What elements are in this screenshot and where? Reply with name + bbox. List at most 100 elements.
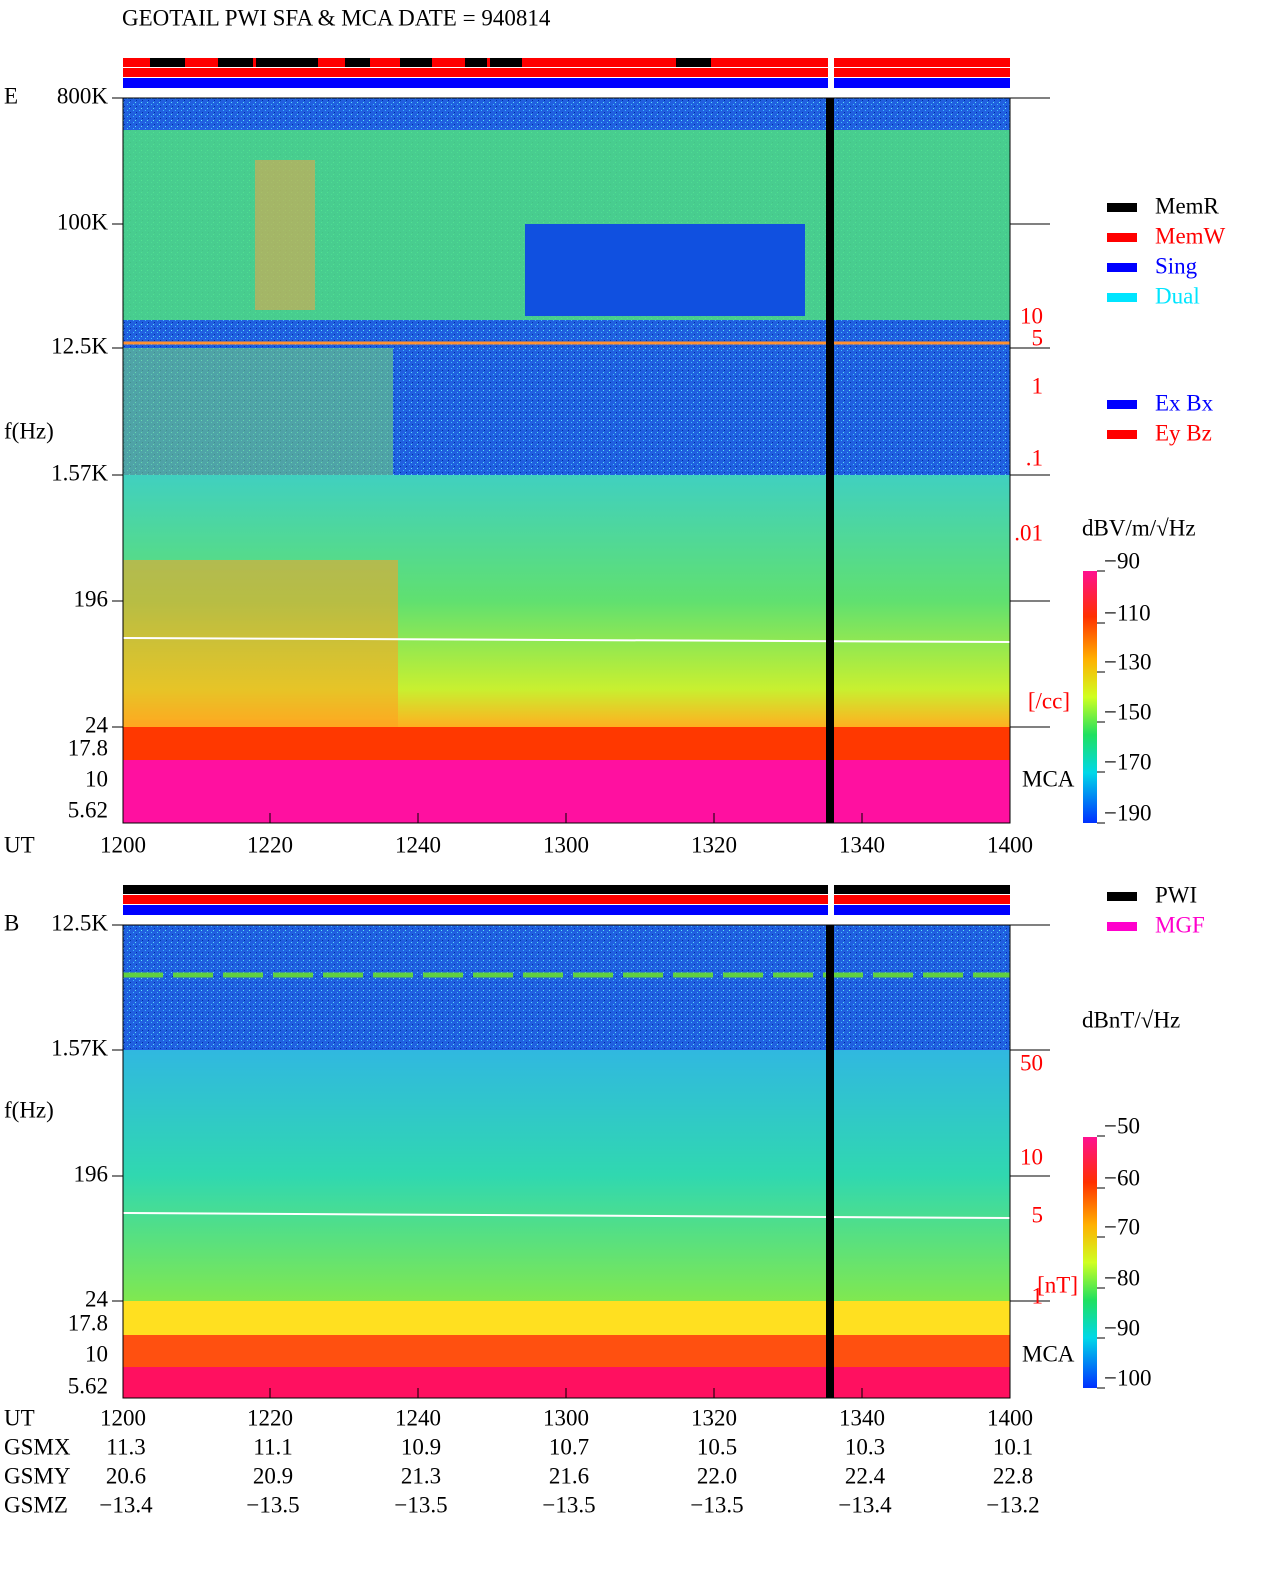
x-tick-label: 1200: [100, 1405, 146, 1430]
x-tick-label: 1340: [839, 832, 885, 857]
right-label: 5: [1032, 1202, 1044, 1227]
right-label: 10: [1020, 1144, 1043, 1169]
orbit-value: 22.4: [845, 1463, 886, 1488]
x-tick-label: 1320: [691, 1405, 737, 1430]
colorbar-tick-label: −130: [1104, 649, 1151, 674]
y-tick-label: 800K: [57, 83, 109, 108]
legend-swatch: [1107, 233, 1137, 242]
orbit-value: −13.5: [690, 1492, 743, 1517]
colorbar-tick-label: −100: [1104, 1365, 1151, 1390]
x-tick-label: 1300: [543, 1405, 589, 1430]
legend-label: Ey Bz: [1155, 420, 1212, 445]
y-tick-label: 10: [85, 766, 108, 791]
colorbar-tick-label: −50: [1104, 1113, 1140, 1138]
legend-swatch: [1107, 263, 1137, 272]
colorbar-tick-label: −110: [1104, 600, 1151, 625]
orbit-value: 22.0: [697, 1463, 737, 1488]
colorbar-tick-label: −90: [1104, 548, 1140, 573]
orbit-value: −13.4: [838, 1492, 892, 1517]
y-axis-label: f(Hz): [4, 1097, 54, 1122]
orbit-value: 10.9: [401, 1434, 441, 1459]
x-tick-label: 1220: [247, 1405, 293, 1430]
legend-swatch: [1107, 203, 1137, 212]
legend-label: Dual: [1155, 283, 1200, 308]
y-tick-label: 196: [74, 586, 109, 611]
y-tick-label: 12.5K: [51, 910, 108, 935]
x-tick-label: 1400: [987, 832, 1033, 857]
colorbar-tick-label: −60: [1104, 1165, 1140, 1190]
legend-swatch: [1107, 892, 1137, 901]
orbit-name: GSMX: [4, 1434, 71, 1459]
component-label: E: [4, 83, 18, 108]
right-label: 1: [1032, 373, 1044, 398]
right-label: 5: [1032, 325, 1044, 350]
x-tick-label: 1400: [987, 1405, 1033, 1430]
orbit-value: −13.5: [394, 1492, 447, 1517]
orbit-value: 10.1: [993, 1434, 1033, 1459]
orbit-value: 11.1: [253, 1434, 292, 1459]
legend-swatch: [1107, 922, 1137, 931]
y-tick-label: 10: [85, 1341, 108, 1366]
colorbar-tick-label: −70: [1104, 1214, 1140, 1239]
right-label: .1: [1026, 445, 1043, 470]
legend-label: MemW: [1155, 223, 1226, 248]
x-tick-label: 1320: [691, 832, 737, 857]
orbit-value: −13.5: [542, 1492, 595, 1517]
right-label: 10: [1020, 303, 1043, 328]
colorbar-tick-label: −170: [1104, 749, 1151, 774]
y-tick-label: 17.8: [68, 1310, 108, 1335]
mca-label: MCA: [1022, 766, 1075, 791]
orbit-value: 20.6: [106, 1463, 146, 1488]
title: GEOTAIL PWI SFA & MCA DATE = 940814: [122, 5, 551, 30]
x-tick-label: 1340: [839, 1405, 885, 1430]
x-tick-label: 1200: [100, 832, 146, 857]
y-axis-label: f(Hz): [4, 418, 54, 443]
colorbar-tick-label: −150: [1104, 699, 1151, 724]
legend-label: MGF: [1155, 912, 1205, 937]
legend-label: PWI: [1155, 882, 1197, 907]
orbit-value: 21.6: [549, 1463, 589, 1488]
x-tick-label: 1240: [395, 832, 441, 857]
legend-label: Ex Bx: [1155, 390, 1214, 415]
y-tick-label: 5.62: [68, 1373, 108, 1398]
orbit-value: −13.5: [246, 1492, 299, 1517]
orbit-value: 10.3: [845, 1434, 885, 1459]
legend-swatch: [1107, 430, 1137, 439]
x-tick-label: 1300: [543, 832, 589, 857]
y-tick-label: 1.57K: [51, 1035, 108, 1060]
y-tick-label: 24: [85, 712, 109, 737]
mca-label: MCA: [1022, 1341, 1075, 1366]
orbit-value: 22.8: [993, 1463, 1033, 1488]
orbit-value: −13.4: [99, 1492, 153, 1517]
y-tick-label: 24: [85, 1286, 109, 1311]
x-tick-label: 1240: [395, 1405, 441, 1430]
right-label: 50: [1020, 1050, 1043, 1075]
y-tick-label: 196: [74, 1161, 109, 1186]
orbit-value: 10.7: [549, 1434, 589, 1459]
y-tick-label: 100K: [57, 209, 109, 234]
colorbar-unit: dBnT/√Hz: [1082, 1007, 1180, 1032]
x-tick-label: 1220: [247, 832, 293, 857]
orbit-value: 21.3: [401, 1463, 441, 1488]
colorbar-unit: dBV/m/√Hz: [1082, 515, 1196, 540]
colorbar-tick-label: −80: [1104, 1265, 1140, 1290]
orbit-value: −13.2: [986, 1492, 1039, 1517]
right-label: 1: [1032, 1283, 1044, 1308]
y-tick-label: 1.57K: [51, 460, 108, 485]
legend-swatch: [1107, 400, 1137, 409]
colorbar-tick-label: −90: [1104, 1315, 1140, 1340]
colorbar-tick-label: −190: [1104, 800, 1151, 825]
y-tick-label: 12.5K: [51, 333, 108, 358]
legend-label: Sing: [1155, 253, 1198, 278]
orbit-value: 20.9: [253, 1463, 293, 1488]
orbit-name: GSMZ: [4, 1492, 68, 1517]
legend-swatch: [1107, 293, 1137, 302]
right-label: [nT]: [1037, 1272, 1078, 1297]
component-label: B: [4, 910, 19, 935]
orbit-name: GSMY: [4, 1463, 71, 1488]
y-tick-label: 17.8: [68, 735, 108, 760]
y-tick-label: 5.62: [68, 797, 108, 822]
x-axis-label: UT: [4, 1405, 35, 1430]
